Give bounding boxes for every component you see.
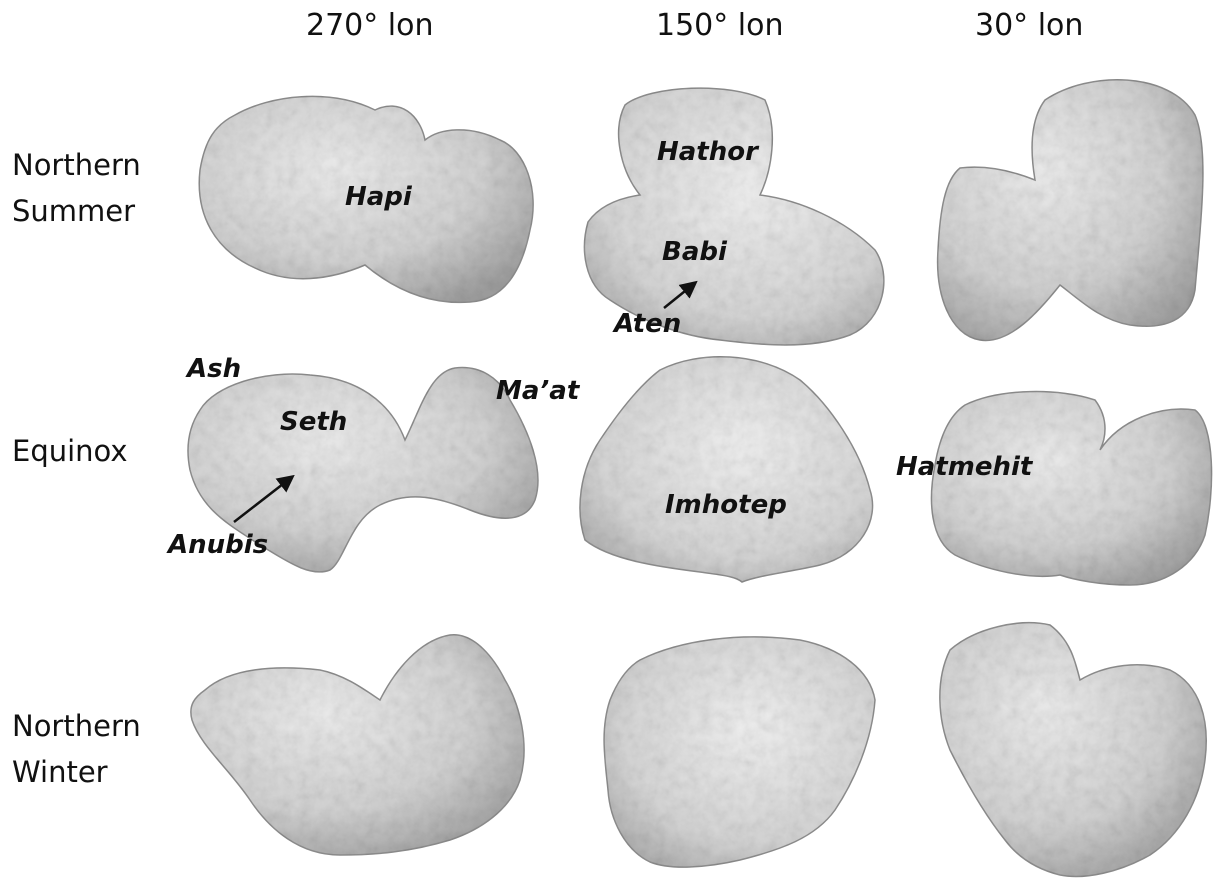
column-header-270: 270° lon	[306, 8, 434, 43]
region-label-anubis: Anubis	[168, 530, 269, 560]
row-label-northern-summer: Northern Summer	[12, 142, 141, 234]
row-label-equinox: Equinox	[12, 428, 128, 474]
region-label-hatmehit: Hatmehit	[896, 452, 1033, 482]
column-header-30: 30° lon	[975, 8, 1084, 43]
column-header-150: 150° lon	[656, 8, 784, 43]
region-label-seth: Seth	[280, 407, 348, 437]
row-label-northern-summer-line2: Summer	[12, 194, 136, 228]
region-label-babi: Babi	[662, 237, 727, 267]
region-label-ash: Ash	[187, 354, 242, 384]
row-label-equinox-line1: Equinox	[12, 434, 128, 468]
comet-equinox-270	[187, 366, 539, 573]
comet-winter-270	[190, 634, 525, 856]
row-label-northern-winter: Northern Winter	[12, 703, 141, 795]
comet-summer-150	[583, 87, 885, 346]
comet-summer-30	[936, 79, 1204, 342]
row-label-northern-winter-line1: Northern	[12, 709, 141, 743]
anubis-arrow	[233, 474, 295, 523]
region-label-maat: Ma’at	[496, 376, 580, 406]
comet-winter-150	[603, 636, 876, 868]
region-label-imhotep: Imhotep	[665, 490, 787, 520]
comet-equinox-150	[579, 356, 874, 583]
aten-arrow	[663, 280, 698, 309]
region-label-hathor: Hathor	[657, 137, 758, 167]
row-label-northern-summer-line1: Northern	[12, 148, 141, 182]
region-label-hapi: Hapi	[345, 182, 412, 212]
region-label-aten: Aten	[614, 309, 682, 339]
comet-summer-270	[198, 95, 534, 304]
row-label-northern-winter-line2: Winter	[12, 755, 108, 789]
comet-equinox-30	[930, 390, 1213, 586]
comet-winter-30	[939, 622, 1207, 878]
